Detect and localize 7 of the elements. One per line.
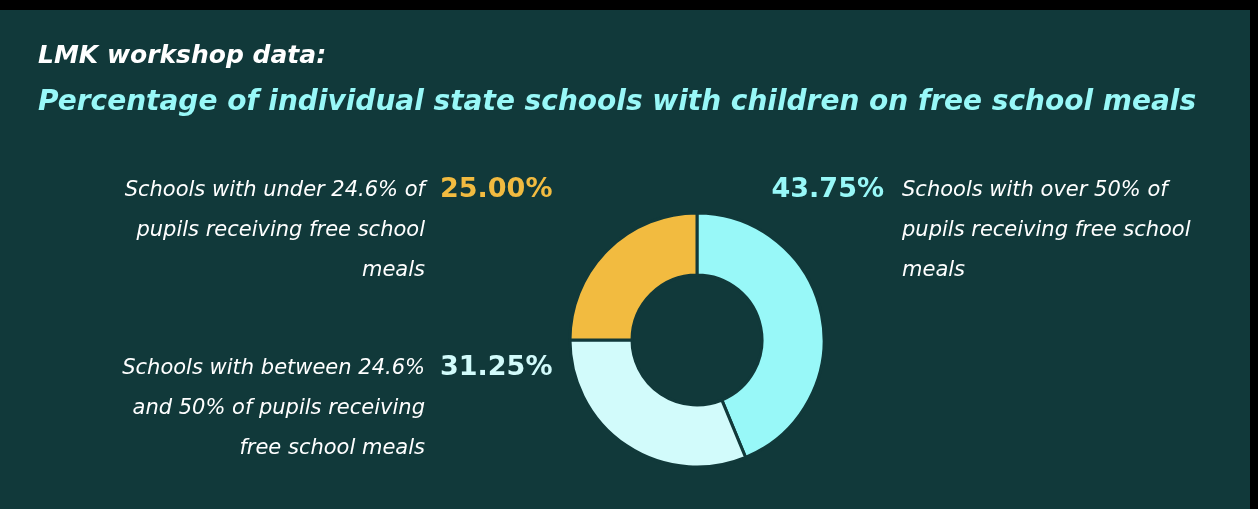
data-label: 31.25% <box>440 350 553 381</box>
data-label: 25.00% <box>440 172 553 203</box>
chart-title: LMK workshop data: <box>38 40 327 69</box>
data-label: 43.75% <box>771 172 884 203</box>
slice-label: Schools with between 24.6% and 50% of pupils receiving free school meals <box>121 354 425 461</box>
chart-subtitle: Percentage of individual state schools with children on free school meals <box>38 84 1197 117</box>
slice-label: Schools with over 50% of pupils receiving free school meals <box>902 176 1192 283</box>
